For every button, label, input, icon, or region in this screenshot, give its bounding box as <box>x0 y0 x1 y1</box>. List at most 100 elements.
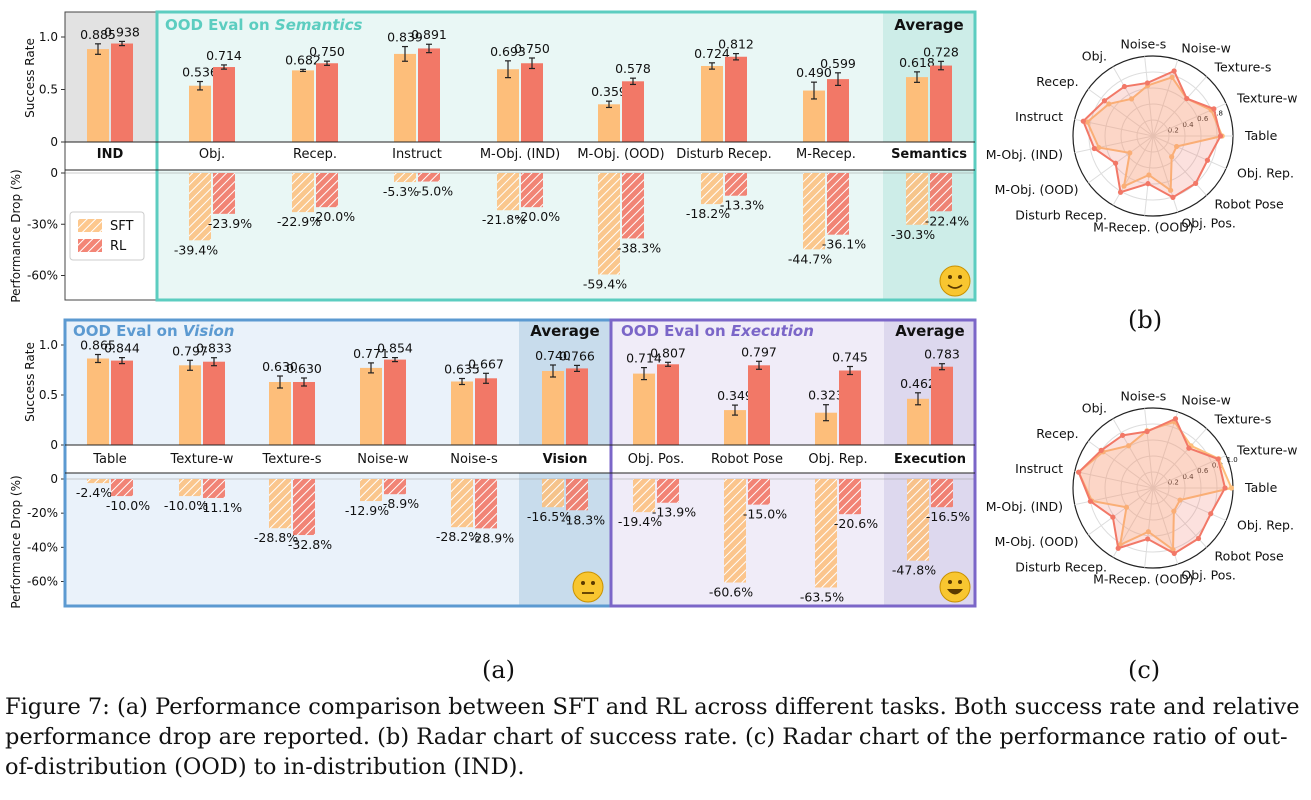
bottom-row-success-value-label: 0.667 <box>468 356 504 371</box>
radar-ratio-point-rl <box>1115 545 1121 551</box>
top-row-drop-value-label: -38.3% <box>617 240 661 255</box>
radar-success-spoke <box>1144 56 1154 137</box>
execution-emoji-mouth <box>947 589 963 595</box>
top-row-drop-bar-rl <box>213 173 235 214</box>
bottom-row-success-value-label: 0.783 <box>924 347 960 362</box>
bottom-row-category-label: Obj. Rep. <box>808 452 867 467</box>
radar-ratio-spoke <box>1152 455 1227 489</box>
radar-success-axis-label: M-Obj. (IND) <box>986 147 1063 162</box>
top-row-success-value-label: 0.812 <box>718 37 754 52</box>
top-success-axis-title: Success Rate <box>23 38 37 118</box>
bottom-row-success-bar-sft <box>451 381 473 445</box>
radar-ratio-spoke <box>1112 418 1154 489</box>
execution-emoji-face <box>939 571 971 603</box>
radar-ratio-spoke <box>1144 487 1154 568</box>
bottom-row-drop-value-label: -12.9% <box>345 503 389 518</box>
bottom-row-success-bar-rl <box>475 378 497 445</box>
bottom-row-success-tick-label: 1.0 <box>39 338 58 352</box>
bottom-row-success-value-label: 0.766 <box>559 348 595 363</box>
radar-success-point-sft <box>1106 101 1112 107</box>
bottom-row-category-label: Robot Pose <box>711 452 783 467</box>
radar-success-point-sft <box>1128 96 1135 102</box>
semantics-emoji-face <box>939 265 971 297</box>
top-row-success-value-label: 0.490 <box>796 65 832 80</box>
top-row-drop-bar-sft <box>803 173 825 250</box>
top-row-drop-value-label: -44.7% <box>788 251 832 266</box>
bottom-row-drop-value-label: -2.4% <box>76 485 112 500</box>
bottom-row-drop-bar-rl <box>293 479 315 536</box>
bottom-row-success-tick-label: 0.5 <box>39 388 58 402</box>
radar-ratio-axis-label: Table <box>1244 480 1278 495</box>
bottom-row-drop-value-label: -16.5% <box>926 509 970 524</box>
top-row-category-label: M-Recep. <box>796 147 856 162</box>
radar-ratio-spoke <box>1152 487 1227 521</box>
bottom-row-drop-bar-sft <box>269 479 291 529</box>
top-row-success-bar-sft <box>394 53 416 142</box>
legend-swatch-sft <box>78 219 102 232</box>
bottom-row-success-value-label: 0.797 <box>741 344 777 359</box>
bottom-row-success-bar-rl <box>566 368 588 445</box>
radar-ratio-r-tick-label: 0.4 <box>1182 473 1194 481</box>
bottom-row-category-label: Obj. Pos. <box>628 452 685 467</box>
radar-ratio-point-rl <box>1098 447 1104 453</box>
bottom-row-success-bar-sft <box>179 365 201 445</box>
bottom-row-category-label: Table <box>92 452 127 467</box>
radar-ratio-spoke <box>1087 487 1154 536</box>
radar-success-point-rl <box>1080 118 1086 124</box>
radar-ratio-axis-label: Obj. Rep. <box>1237 517 1294 532</box>
top-row-success-value-label: 0.938 <box>104 24 140 39</box>
bottom-row-category-label: Execution <box>894 452 966 467</box>
radar-success-spoke <box>1152 135 1207 196</box>
top-row-success-bar-rl <box>213 67 235 142</box>
radar-ratio-point-rl <box>1222 485 1228 491</box>
top-row-success-value-label: 0.536 <box>182 65 218 80</box>
bottom-row-drop-bar-sft <box>451 479 473 528</box>
radar-success-point-sft <box>1169 74 1175 80</box>
radar-ratio-point-rl <box>1145 536 1151 542</box>
semantics-title-prefix: OOD Eval on <box>165 16 275 34</box>
bottom-row-drop-value-label: -10.0% <box>106 498 150 513</box>
vision-emoji-face <box>572 571 604 603</box>
semantics-panel-frame <box>155 10 977 302</box>
radar-ratio-axis-label: M-Obj. (IND) <box>986 499 1063 514</box>
top-row-drop-bar-rl <box>622 173 644 239</box>
top-row-success-value-label: 0.682 <box>285 52 321 67</box>
radar-ratio-axis-label: M-Recep. (OOD) <box>1093 571 1194 586</box>
legend: SFT RL <box>69 211 145 261</box>
vision-title-prefix: OOD Eval on <box>73 322 183 340</box>
top-row-drop-value-label: -18.2% <box>686 206 730 221</box>
sublabel-a: (a) <box>482 656 516 684</box>
bottom-row-success-value-label: 0.349 <box>717 388 753 403</box>
radar-success-r-tick-label: 0.4 <box>1182 121 1194 129</box>
top-row-success-tick-label: 1.0 <box>39 30 58 44</box>
radar-success-point-rl <box>1171 68 1177 74</box>
bottom-row-category-label: Noise-s <box>450 452 498 467</box>
bottom-row-success-value-label: 0.630 <box>286 361 322 376</box>
radar-ratio-point-rl <box>1215 456 1221 462</box>
bottom-row-success-value-label: 0.844 <box>104 341 140 356</box>
bottom-row-success-value-label: 0.745 <box>832 350 868 365</box>
radar-success-axis-label: Robot Pose <box>1215 196 1284 211</box>
bottom-row-success-value-label: 0.740 <box>535 348 571 363</box>
radar-ratio-point-rl <box>1208 511 1214 517</box>
radar-success-axis-label: Obj. Rep. <box>1237 165 1294 180</box>
radar-success-spoke <box>1152 135 1227 169</box>
legend-swatch-rl <box>78 239 102 252</box>
radar-success-point-sft <box>1174 143 1180 150</box>
radar-ratio-point-sft <box>1126 443 1132 449</box>
vision-title-em: Vision <box>183 322 235 340</box>
top-row-success-bar-sft <box>906 77 928 142</box>
top-row-success-tick-label: 0.5 <box>39 83 58 97</box>
top-row-category-label: Obj. <box>199 147 225 162</box>
radar-success-point-rl <box>1184 95 1190 102</box>
radar-success-series-rl <box>1082 69 1222 199</box>
bottom-row-drop-bar-rl <box>566 479 588 511</box>
radar-ratio-r-tick-label: 0.2 <box>1168 478 1179 486</box>
radar-success-axis-label: Noise-w <box>1181 41 1230 56</box>
top-row-drop-bar-rl <box>930 173 952 212</box>
execution-average-label: Average <box>895 322 964 340</box>
radar-ratio-point-rl <box>1171 550 1177 557</box>
semantics-emoji-mouth <box>947 284 963 289</box>
top-row-drop-bar-rl <box>827 173 849 235</box>
